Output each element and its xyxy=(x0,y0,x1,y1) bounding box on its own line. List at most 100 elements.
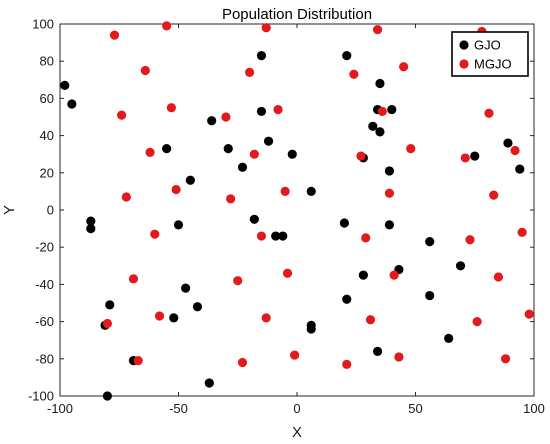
data-point-gjo xyxy=(162,144,172,154)
data-point-mgjo xyxy=(489,190,499,200)
data-point-gjo xyxy=(425,290,435,301)
series-mgjo xyxy=(102,21,534,369)
data-point-mgjo xyxy=(150,229,160,239)
data-point-gjo xyxy=(358,270,368,280)
data-point-gjo xyxy=(444,333,454,343)
data-point-gjo xyxy=(372,346,383,356)
data-point-gjo xyxy=(342,294,352,304)
data-point-gjo xyxy=(278,231,288,241)
data-point-mgjo xyxy=(484,108,494,118)
data-point-gjo xyxy=(204,378,214,388)
plot-background xyxy=(60,24,534,396)
data-point-mgjo xyxy=(517,227,527,237)
y-tick-label: 60 xyxy=(40,91,54,106)
data-point-mgjo xyxy=(465,235,475,245)
data-point-mgjo xyxy=(282,268,293,278)
data-point-gjo xyxy=(384,166,395,176)
plot-area xyxy=(60,24,534,396)
data-point-gjo xyxy=(339,218,349,228)
data-point-mgjo xyxy=(399,62,409,72)
y-tick-label: -80 xyxy=(35,351,54,366)
legend-label: MGJO xyxy=(474,57,512,72)
data-point-gjo xyxy=(375,127,385,137)
data-point-gjo xyxy=(306,186,316,196)
legend-marker xyxy=(459,40,469,50)
data-point-gjo xyxy=(169,313,179,323)
data-point-gjo xyxy=(256,51,267,61)
data-point-mgjo xyxy=(342,359,352,369)
data-point-gjo xyxy=(237,162,248,172)
y-axis-label: Y xyxy=(1,205,18,215)
data-point-mgjo xyxy=(256,231,267,241)
x-tick-label: -100 xyxy=(47,401,73,416)
data-point-gjo xyxy=(470,151,480,161)
data-point-gjo xyxy=(342,51,352,61)
data-point-mgjo xyxy=(290,350,300,360)
data-point-mgjo xyxy=(365,315,376,325)
data-point-gjo xyxy=(86,224,96,234)
data-point-gjo xyxy=(185,175,195,185)
data-point-gjo xyxy=(263,136,274,146)
x-axis-label: X xyxy=(292,424,302,441)
y-tick-label: -20 xyxy=(35,240,54,255)
data-point-gjo xyxy=(86,216,96,226)
data-point-gjo xyxy=(425,237,435,247)
data-point-gjo xyxy=(223,144,233,154)
legend-label: GJO xyxy=(474,38,501,53)
data-point-gjo xyxy=(515,164,525,174)
data-point-mgjo xyxy=(154,311,165,321)
series-layer xyxy=(60,21,534,401)
data-point-gjo xyxy=(306,324,316,334)
data-point-mgjo xyxy=(524,309,534,319)
data-point-gjo xyxy=(455,261,466,271)
axes: -100 -50 0 50 100 -100 -80 -60 -40 -20 0 20 40 60 80 10… xyxy=(28,17,545,417)
data-point-gjo xyxy=(105,300,115,310)
data-point-gjo xyxy=(102,391,112,401)
data-point-mgjo xyxy=(140,65,150,76)
data-point-gjo xyxy=(60,80,70,90)
data-point-mgjo xyxy=(372,24,383,35)
chart-title: Population Distribution xyxy=(222,6,372,23)
data-point-mgjo xyxy=(377,106,387,117)
data-point-mgjo xyxy=(237,357,248,368)
data-point-mgjo xyxy=(128,274,139,284)
data-point-gjo xyxy=(271,231,281,241)
data-point-mgjo xyxy=(406,144,416,154)
data-point-gjo xyxy=(67,99,77,109)
y-tick-label: 80 xyxy=(40,54,54,69)
data-point-mgjo xyxy=(394,352,404,362)
data-point-mgjo xyxy=(133,356,143,366)
data-point-mgjo xyxy=(280,186,290,196)
data-point-mgjo xyxy=(249,149,259,159)
data-point-mgjo xyxy=(102,318,112,329)
data-point-gjo xyxy=(384,220,395,230)
y-tick-label: 100 xyxy=(32,17,54,32)
y-tick-label: -100 xyxy=(28,389,54,404)
data-point-gjo xyxy=(207,116,217,126)
data-point-mgjo xyxy=(361,233,371,243)
data-point-mgjo xyxy=(356,151,366,161)
data-point-mgjo xyxy=(171,184,181,195)
data-point-mgjo xyxy=(109,30,120,40)
data-point-mgjo xyxy=(349,69,359,79)
data-point-mgjo xyxy=(460,153,470,163)
data-point-gjo xyxy=(368,121,378,131)
data-point-gjo xyxy=(173,220,184,230)
data-point-mgjo xyxy=(226,194,236,204)
data-point-mgjo xyxy=(472,317,482,327)
data-point-mgjo xyxy=(510,145,520,156)
data-point-gjo xyxy=(375,78,385,89)
data-point-mgjo xyxy=(389,270,399,280)
data-point-mgjo xyxy=(273,104,283,115)
data-point-mgjo xyxy=(221,112,231,122)
y-tick-label: 20 xyxy=(40,165,54,180)
data-point-gjo xyxy=(249,214,259,224)
data-point-mgjo xyxy=(162,21,172,31)
data-point-mgjo xyxy=(145,147,155,157)
legend-marker xyxy=(459,59,469,69)
y-tick-label: 0 xyxy=(47,203,54,218)
y-tick-label: -40 xyxy=(35,277,54,292)
x-tick-label: 0 xyxy=(293,401,300,416)
x-tick-label: 100 xyxy=(523,401,545,416)
